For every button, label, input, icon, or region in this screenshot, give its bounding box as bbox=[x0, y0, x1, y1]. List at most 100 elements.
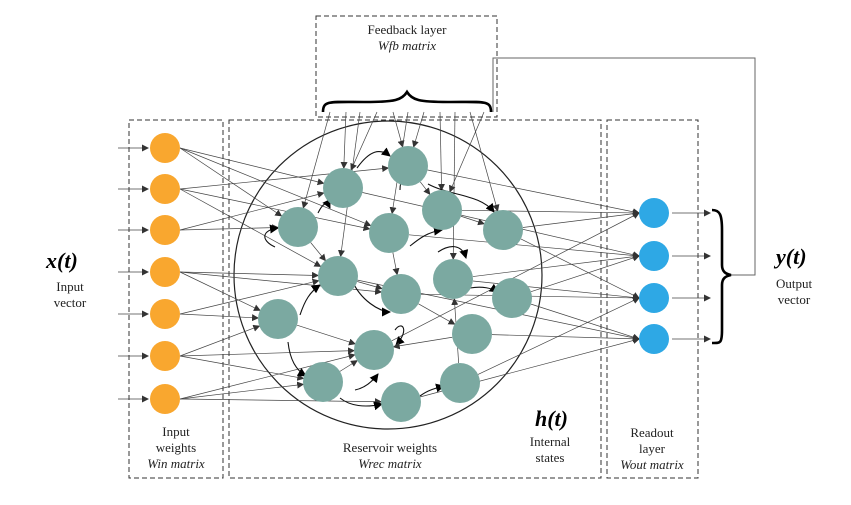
reservoir-node bbox=[318, 256, 358, 296]
reservoir-matrix-label: Wrec matrix bbox=[358, 456, 422, 471]
reservoir-node bbox=[354, 330, 394, 370]
feedback-brace bbox=[321, 89, 493, 113]
reservoir-internal-line bbox=[339, 360, 358, 372]
connection-lines bbox=[118, 111, 711, 411]
reservoir-node bbox=[440, 363, 480, 403]
reservoir-internal-line bbox=[392, 252, 400, 276]
reservoir-to-output-line bbox=[530, 303, 640, 341]
reservoir-to-output-line bbox=[472, 253, 640, 277]
reservoir-internal-line bbox=[392, 336, 453, 350]
output-label-line2: vector bbox=[777, 292, 811, 307]
reservoir-internal-connection bbox=[394, 325, 405, 346]
input-to-reservoir-line bbox=[179, 147, 325, 186]
feedback-to-reservoir-line bbox=[449, 111, 457, 261]
input-label-line1: Input bbox=[56, 279, 84, 294]
output-symbol: y(t) bbox=[776, 244, 807, 269]
input-to-reservoir-line bbox=[179, 271, 320, 279]
input-to-reservoir-line bbox=[179, 224, 280, 232]
feedback-layer-box bbox=[315, 15, 498, 118]
reservoir-node bbox=[433, 259, 473, 299]
reservoir-box bbox=[228, 119, 602, 479]
reservoir-node bbox=[381, 274, 421, 314]
feedback-matrix-label: Wfb matrix bbox=[377, 38, 437, 53]
reservoir-internal-connection bbox=[317, 198, 331, 214]
reservoir-internal-connection bbox=[356, 147, 391, 169]
input-to-reservoir-line bbox=[179, 324, 261, 357]
reservoir-internal-connection bbox=[427, 183, 495, 213]
input-weights-line2: weights bbox=[155, 440, 197, 455]
output-node bbox=[639, 198, 669, 228]
feedback-to-reservoir-line bbox=[437, 111, 445, 192]
readout-line2: layer bbox=[639, 441, 665, 456]
reservoir-to-output-line bbox=[522, 210, 640, 228]
readout-matrix: Wout matrix bbox=[620, 457, 684, 472]
input-to-reservoir-line bbox=[179, 188, 371, 232]
reservoir-internal-line bbox=[418, 303, 456, 325]
input-to-reservoir-line bbox=[179, 147, 283, 217]
input-to-reservoir-line bbox=[179, 347, 356, 357]
input-node bbox=[150, 215, 180, 245]
reservoir-internal-connection bbox=[299, 284, 321, 316]
reservoir-weights-label: Reservoir weights bbox=[342, 440, 438, 455]
reservoir-internal-connection bbox=[354, 373, 379, 391]
reservoir-to-output-line bbox=[530, 254, 640, 293]
reservoir-node bbox=[492, 278, 532, 318]
feedback-to-reservoir-line bbox=[392, 111, 405, 148]
states-line1: Internal bbox=[529, 434, 571, 449]
input-node bbox=[150, 384, 180, 414]
reservoir-to-output-line bbox=[408, 234, 640, 259]
nodes bbox=[150, 133, 669, 422]
feedback-layer-title: Feedback layer bbox=[367, 22, 447, 37]
reservoir-to-output-line bbox=[520, 238, 640, 299]
reservoir-internal-line bbox=[357, 281, 383, 291]
reservoir-internal-line bbox=[419, 181, 431, 195]
output-label-line1: Output bbox=[775, 276, 813, 291]
reservoir-node bbox=[303, 362, 343, 402]
states-symbol: h(t) bbox=[535, 406, 568, 431]
feedback-to-reservoir-line bbox=[449, 111, 485, 193]
reservoir-node bbox=[422, 190, 462, 230]
reservoir-node bbox=[323, 168, 363, 208]
reservoir-node bbox=[452, 314, 492, 354]
reservoir-to-output-line bbox=[461, 209, 640, 217]
input-node bbox=[150, 299, 180, 329]
input-weights-line1: Input bbox=[162, 424, 190, 439]
input-label-line2: vector bbox=[53, 295, 87, 310]
reservoir-internal-connection bbox=[287, 341, 307, 377]
reservoir-internal-connection bbox=[419, 383, 445, 397]
input-to-reservoir-line bbox=[179, 355, 305, 381]
reservoir-node bbox=[483, 210, 523, 250]
reservoir-to-output-line bbox=[491, 334, 640, 343]
output-node bbox=[639, 324, 669, 354]
input-node bbox=[150, 133, 180, 163]
reservoir-to-output-line bbox=[477, 297, 640, 375]
input-to-reservoir-line bbox=[179, 188, 322, 267]
reservoir-internal-connection bbox=[409, 226, 443, 247]
input-symbol: x(t) bbox=[46, 248, 78, 273]
reservoir-node bbox=[278, 207, 318, 247]
reservoir-internal-connection bbox=[339, 397, 383, 411]
output-node bbox=[639, 241, 669, 271]
output-node bbox=[639, 283, 669, 313]
reservoir-internal-line bbox=[310, 242, 326, 262]
input-to-reservoir-line bbox=[179, 278, 320, 315]
output-brace bbox=[711, 208, 732, 345]
reservoir-to-output-line bbox=[391, 212, 640, 342]
reservoir-internal-line bbox=[460, 215, 485, 226]
readout-line1: Readout bbox=[630, 425, 674, 440]
input-node bbox=[150, 174, 180, 204]
input-to-reservoir-line bbox=[179, 398, 383, 406]
reservoir-node bbox=[258, 299, 298, 339]
input-weights-matrix: Win matrix bbox=[147, 456, 205, 471]
feedback-to-reservoir-line bbox=[301, 111, 331, 209]
reservoir-node bbox=[369, 213, 409, 253]
input-node bbox=[150, 341, 180, 371]
reservoir-circle bbox=[233, 120, 543, 430]
input-to-reservoir-line bbox=[179, 381, 305, 400]
reservoir-internal-connection bbox=[264, 224, 279, 248]
reservoir-to-output-line bbox=[427, 169, 640, 216]
feedback-to-reservoir-line bbox=[340, 111, 348, 170]
input-to-reservoir-line bbox=[179, 147, 372, 227]
reservoir-node bbox=[381, 382, 421, 422]
